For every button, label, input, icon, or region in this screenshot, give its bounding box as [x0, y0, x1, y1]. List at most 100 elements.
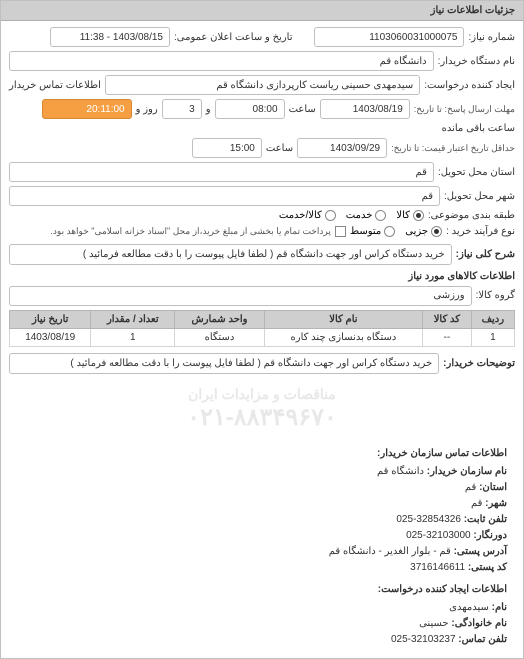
radio-goods[interactable]: کالا [396, 210, 424, 221]
contact-fax-value: 32103000-025 [406, 530, 471, 541]
remaining-days-field: 3 [162, 99, 202, 119]
contact-phone-row: تلفن ثابت: 32854326-025 [17, 512, 507, 528]
contact-postal-label: کد پستی: [468, 562, 507, 573]
contact-address-value: قم - بلوار الغدیر - دانشگاه قم [329, 546, 451, 557]
row-subject-type: طبقه بندی موضوعی: کالا خدمت کالا/خدمت [9, 210, 515, 221]
contact-block: اطلاعات تماس سازمان خریدار: نام سازمان خ… [9, 442, 515, 652]
request-number-label: شماره نیاز: [468, 32, 515, 43]
time-label-1: ساعت [289, 104, 316, 115]
radio-dot-icon [325, 210, 336, 221]
and-label: و [206, 104, 211, 115]
row-description: شرح کلی نیاز: خرید دستگاه کراس اور جهت د… [9, 244, 515, 265]
buyer-field: دانشگاه قم [9, 51, 434, 71]
contact-postal-row: کد پستی: 3716146611 [17, 560, 507, 576]
radio-dot-icon [384, 226, 395, 237]
description-label: شرح کلی نیاز: [456, 249, 515, 260]
th-qty: تعداد / مقدار [91, 310, 175, 328]
province-label: استان محل تحویل: [438, 167, 515, 178]
contact-province-row: استان: قم [17, 480, 507, 496]
validity-date-field: 1403/09/29 [297, 138, 387, 158]
td-code: -- [423, 328, 472, 346]
table-header-row: ردیف کد کالا نام کالا واحد شمارش تعداد /… [10, 310, 515, 328]
goods-group-label: گروه کالا: [476, 290, 515, 301]
td-name: دستگاه بدنسازی چند کاره [264, 328, 422, 346]
watermark-phone: ۰۲۱-۸۸۳۴۹۶۷۰ [9, 403, 515, 432]
goods-table: ردیف کد کالا نام کالا واحد شمارش تعداد /… [9, 310, 515, 347]
contact-address-row: آدرس پستی: قم - بلوار الغدیر - دانشگاه ق… [17, 544, 507, 560]
row-goods-group: گروه کالا: ورزشی [9, 286, 515, 306]
contact-org-row: نام سازمان خریدار: دانشگاه قم [17, 464, 507, 480]
radio-minor[interactable]: جزیی [405, 226, 442, 237]
contact-fax-label: دورنگار: [473, 530, 507, 541]
contact-city-value: قم [471, 498, 482, 509]
deadline-label: مهلت ارسال پاسخ: تا تاریخ: [414, 103, 515, 116]
buyer-contact-link[interactable]: اطلاعات تماس خریدار [9, 80, 101, 91]
fname-value: سیدمهدی [449, 602, 489, 613]
province-field: قم [9, 162, 434, 182]
radio-dot-icon [413, 210, 424, 221]
radio-medium-label: متوسط [350, 226, 381, 237]
td-index: 1 [471, 328, 514, 346]
row-buyer: نام دستگاه خریدار: دانشگاه قم [9, 51, 515, 71]
requester-fname-row: نام: سیدمهدی [17, 600, 507, 616]
contact-title: اطلاعات تماس سازمان خریدار: [17, 446, 507, 462]
buy-note: پرداخت تمام یا بخشی از مبلغ خرید،از محل … [9, 225, 331, 238]
description-box: خرید دستگاه کراس اور جهت دانشگاه قم ( لط… [9, 244, 452, 265]
buyer-desc-label: توضیحات خریدار: [443, 358, 515, 369]
time-label-2: ساعت [266, 143, 293, 154]
td-date: 1403/08/19 [10, 328, 91, 346]
requester-phone-row: تلفن تماس: 32103237-025 [17, 632, 507, 648]
city-field: قم [9, 186, 440, 206]
th-name: نام کالا [264, 310, 422, 328]
buy-type-radio-group: جزیی متوسط [350, 226, 442, 237]
panel-title: جزئیات اطلاعات نیاز [1, 1, 523, 21]
treasury-checkbox[interactable] [335, 226, 346, 237]
radio-goods-service[interactable]: کالا/خدمت [279, 210, 336, 221]
td-qty: 1 [91, 328, 175, 346]
th-code: کد کالا [423, 310, 472, 328]
watermark-line1: مناقصات و مزایدات ایران [9, 386, 515, 403]
radio-medium[interactable]: متوسط [350, 226, 395, 237]
remaining-time-field: 20:11:00 [42, 99, 132, 119]
rphone-label: تلفن تماس: [458, 634, 507, 645]
buyer-desc-box: خرید دستگاه کراس اور جهت دانشگاه قم ( لط… [9, 353, 439, 374]
request-number-field: 1103060031000075 [314, 27, 464, 47]
details-panel: جزئیات اطلاعات نیاز شماره نیاز: 11030600… [0, 0, 524, 659]
subject-type-label: طبقه بندی موضوعی: [428, 210, 515, 221]
city-label: شهر محل تحویل: [444, 191, 515, 202]
row-deadline: مهلت ارسال پاسخ: تا تاریخ: 1403/08/19 سا… [9, 99, 515, 134]
lname-value: حسینی [419, 618, 448, 629]
td-unit: دستگاه [175, 328, 265, 346]
rphone-value: 32103237-025 [391, 634, 456, 645]
public-date-label: تاریخ و ساعت اعلان عمومی: [174, 32, 293, 43]
lname-label: نام خانوادگی: [451, 618, 507, 629]
contact-postal-value: 3716146611 [410, 562, 465, 573]
radio-service[interactable]: خدمت [346, 210, 387, 221]
deadline-date-field: 1403/08/19 [320, 99, 410, 119]
fname-label: نام: [492, 602, 507, 613]
row-buy-type: نوع فرآیند خرید : جزیی متوسط پرداخت تمام… [9, 225, 515, 238]
contact-phone-value: 32854326-025 [396, 514, 461, 525]
requester-lname-row: نام خانوادگی: حسینی [17, 616, 507, 632]
row-creator: ایجاد کننده درخواست: سیدمهدی حسینی ریاست… [9, 75, 515, 95]
org-label: نام سازمان خریدار: [427, 466, 507, 477]
radio-goods-label: کالا [396, 210, 410, 221]
radio-service-label: خدمت [346, 210, 373, 221]
contact-province-value: قم [465, 482, 476, 493]
contact-city-label: شهر: [485, 498, 507, 509]
th-date: تاریخ نیاز [10, 310, 91, 328]
buyer-label: نام دستگاه خریدار: [438, 56, 515, 67]
table-row: 1 -- دستگاه بدنسازی چند کاره دستگاه 1 14… [10, 328, 515, 346]
subject-type-radio-group: کالا خدمت کالا/خدمت [279, 210, 424, 221]
goods-group-field: ورزشی [9, 286, 472, 306]
radio-dot-icon [431, 226, 442, 237]
contact-phone-label: تلفن ثابت: [464, 514, 507, 525]
contact-fax-row: دورنگار: 32103000-025 [17, 528, 507, 544]
buy-type-label: نوع فرآیند خرید : [446, 226, 515, 237]
deadline-time-field: 08:00 [215, 99, 285, 119]
public-date-field: 1403/08/15 - 11:38 [50, 27, 170, 47]
creator-field: سیدمهدی حسینی ریاست کارپردازی دانشگاه قم [105, 75, 420, 95]
remaining-label: ساعت باقی مانده [442, 123, 515, 134]
row-city: شهر محل تحویل: قم [9, 186, 515, 206]
validity-time-field: 15:00 [192, 138, 262, 158]
